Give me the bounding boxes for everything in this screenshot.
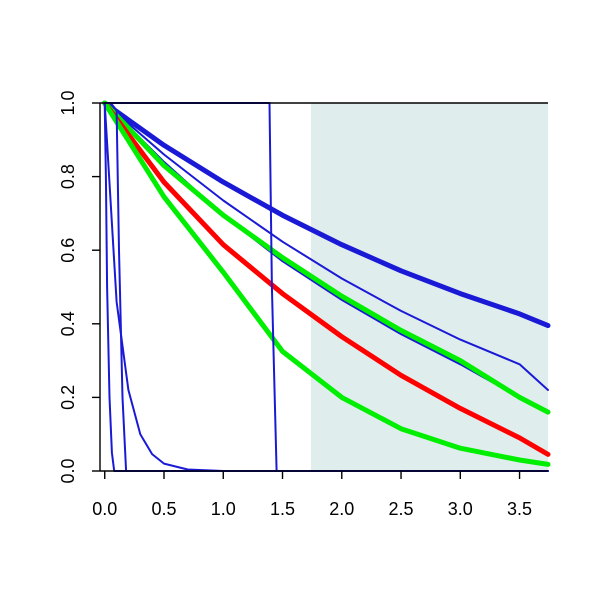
x-tick-label: 3.5 [507, 499, 532, 519]
series-line-6 [102, 100, 551, 467]
x-tick-label: 0.0 [92, 499, 117, 519]
x-tick-label: 3.0 [448, 499, 473, 519]
y-tick-label: 0.4 [58, 311, 78, 336]
x-tick-label: 0.5 [151, 499, 176, 519]
x-tick-label: 1.5 [270, 499, 295, 519]
shaded-region [310, 103, 548, 471]
y-tick-label: 0.6 [58, 238, 78, 263]
y-tick-label: 0.2 [58, 385, 78, 410]
x-tick-label: 2.0 [329, 499, 354, 519]
axis-layer: 0.0 0.5 1.0 1.5 2.0 2.5 3.0 3.5 0.0 0.2 0.4 0.6 0.8 1… [58, 90, 548, 519]
y-tick-label: 0.0 [58, 458, 78, 483]
series-line-5 [102, 100, 551, 457]
y-tick-label: 1.0 [58, 90, 78, 115]
series-line-4 [102, 100, 551, 415]
x-tick-label: 1.0 [211, 499, 236, 519]
y-tick-label: 0.8 [58, 164, 78, 189]
series-line-1 [102, 100, 551, 329]
series-line-2 [103, 102, 549, 391]
shaded-region-layer [310, 103, 548, 471]
x-tick-label: 2.5 [389, 499, 414, 519]
